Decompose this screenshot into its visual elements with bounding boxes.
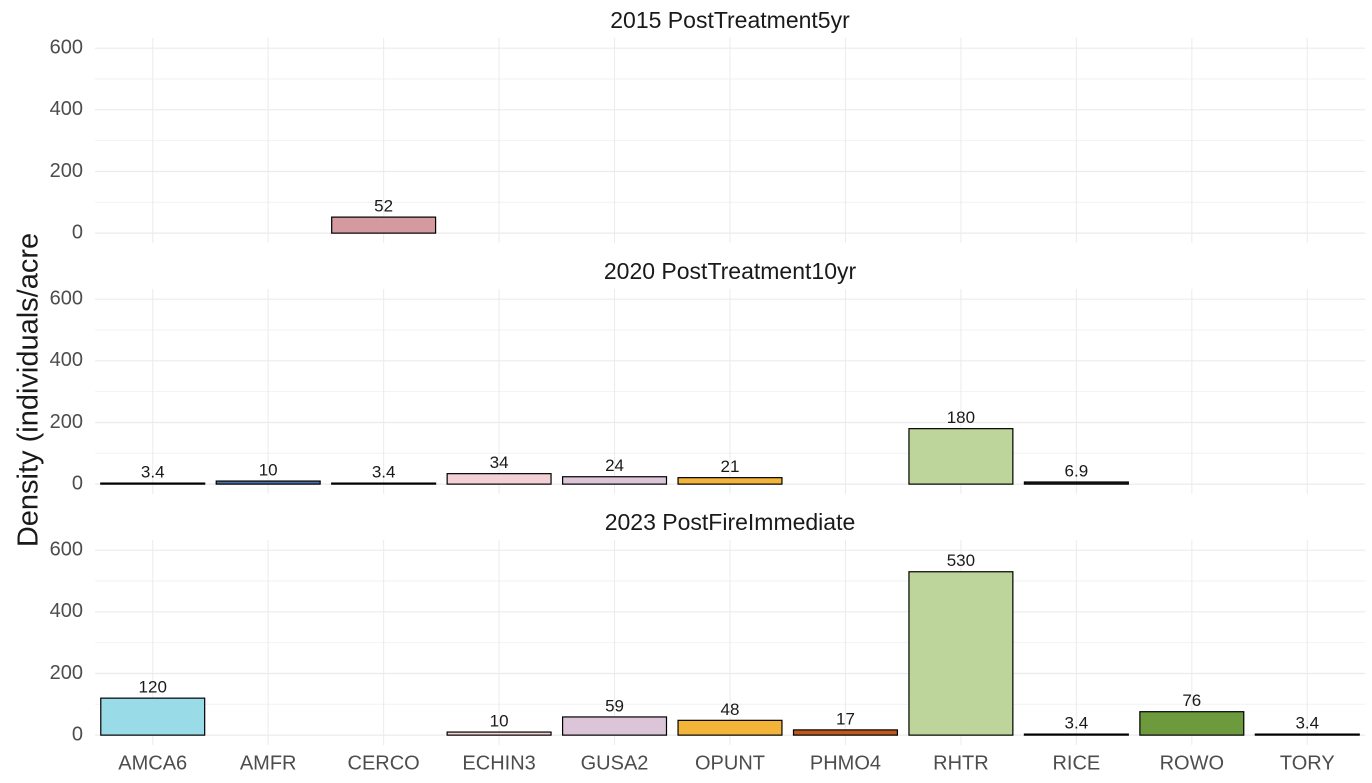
value-label: 24 <box>605 456 624 475</box>
y-axis-label: Density (individuals/acre <box>13 233 45 547</box>
x-tick-label: OPUNT <box>695 752 765 774</box>
x-tick-label: ECHIN3 <box>462 752 535 774</box>
x-tick-label: AMFR <box>240 752 297 774</box>
x-tick-label: CERCO <box>348 752 420 774</box>
bar <box>100 697 206 736</box>
panel-title: 2015 PostTreatment5yr <box>610 7 850 33</box>
x-tick-label: AMCA6 <box>118 752 187 774</box>
value-label: 76 <box>1182 691 1201 710</box>
panel-title: 2023 PostFireImmediate <box>605 509 856 535</box>
value-label: 17 <box>836 709 855 728</box>
y-tick-label: 600 <box>50 287 83 309</box>
value-label: 34 <box>490 453 509 472</box>
bar <box>677 719 783 736</box>
y-tick-label: 600 <box>50 36 83 58</box>
bar <box>1254 733 1360 736</box>
y-tick-label: 400 <box>50 600 83 622</box>
value-label: 120 <box>139 678 167 697</box>
value-label: 10 <box>490 712 509 731</box>
value-label: 6.9 <box>1065 461 1089 480</box>
y-tick-label: 0 <box>72 723 83 745</box>
y-tick-label: 400 <box>50 98 83 120</box>
x-tick-label: GUSA2 <box>581 752 649 774</box>
x-tick-label: RICE <box>1052 752 1100 774</box>
bar <box>561 716 668 736</box>
y-tick-label: 400 <box>50 349 83 371</box>
value-label: 48 <box>721 700 740 719</box>
bar <box>446 473 552 485</box>
value-label: 3.4 <box>1295 714 1319 733</box>
bar <box>1023 481 1129 485</box>
x-tick-label: TORY <box>1280 752 1335 774</box>
bar <box>215 480 321 485</box>
y-tick-label: 200 <box>50 662 83 684</box>
value-label: 530 <box>947 551 975 570</box>
bar <box>1023 733 1129 736</box>
y-tick-label: 200 <box>50 411 83 433</box>
x-tick-label: ROWO <box>1160 752 1224 774</box>
value-label: 59 <box>605 696 624 715</box>
bar <box>446 731 552 736</box>
y-tick-label: 0 <box>72 221 83 243</box>
bar <box>331 216 437 234</box>
bar <box>331 482 437 485</box>
value-label: 21 <box>721 457 740 476</box>
value-label: 3.4 <box>1065 714 1089 733</box>
value-label: 180 <box>947 408 975 427</box>
bar <box>100 482 206 485</box>
x-tick-label: PHMO4 <box>810 752 881 774</box>
value-label: 3.4 <box>372 463 396 482</box>
y-tick-label: 0 <box>72 472 83 494</box>
y-tick-label: 200 <box>50 160 83 182</box>
value-label: 3.4 <box>141 463 165 482</box>
bar <box>792 729 899 736</box>
bar <box>908 571 1014 736</box>
bar <box>908 428 1014 485</box>
x-tick-label: RHTR <box>933 752 989 774</box>
value-label: 52 <box>374 197 393 216</box>
bar <box>1139 711 1245 736</box>
panel-title: 2020 PostTreatment10yr <box>604 258 857 284</box>
value-label: 10 <box>259 461 278 480</box>
bar <box>561 476 668 485</box>
bar <box>677 477 783 485</box>
y-tick-label: 600 <box>50 538 83 560</box>
